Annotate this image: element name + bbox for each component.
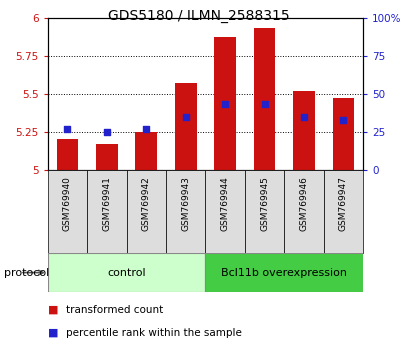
Bar [332,98,354,170]
Bar [175,83,197,170]
Text: GSM769945: GSM769945 [260,177,269,232]
Bar [127,170,166,253]
Text: transformed count: transformed count [66,305,164,315]
Bar [324,170,363,253]
Bar [205,170,245,253]
Text: GDS5180 / ILMN_2588315: GDS5180 / ILMN_2588315 [108,9,290,23]
Point [222,102,229,107]
Point [104,129,110,135]
Point [143,126,150,132]
Point [183,114,189,120]
Bar [48,253,205,292]
Text: protocol: protocol [4,268,49,278]
Bar [166,170,205,253]
Bar [48,170,87,253]
Text: percentile rank within the sample: percentile rank within the sample [66,328,242,338]
Text: GSM769944: GSM769944 [221,177,229,231]
Text: GSM769942: GSM769942 [142,177,151,231]
Text: ■: ■ [48,305,58,315]
Bar [284,170,324,253]
Bar [293,91,315,170]
Point [300,114,307,120]
Bar [245,170,284,253]
Text: control: control [107,268,146,278]
Bar [214,38,236,170]
Text: Bcl11b overexpression: Bcl11b overexpression [221,268,347,278]
Text: GSM769940: GSM769940 [63,177,72,232]
Bar [56,139,78,170]
Text: GSM769947: GSM769947 [339,177,348,232]
Text: GSM769941: GSM769941 [103,177,111,232]
Text: ■: ■ [48,328,58,338]
Text: GSM769946: GSM769946 [300,177,308,232]
Bar [205,253,363,292]
Point [64,126,71,132]
Bar [254,28,276,170]
Bar [87,170,127,253]
Point [340,117,347,122]
Text: GSM769943: GSM769943 [181,177,190,232]
Bar [96,144,118,170]
Point [261,102,268,107]
Bar [135,132,157,170]
